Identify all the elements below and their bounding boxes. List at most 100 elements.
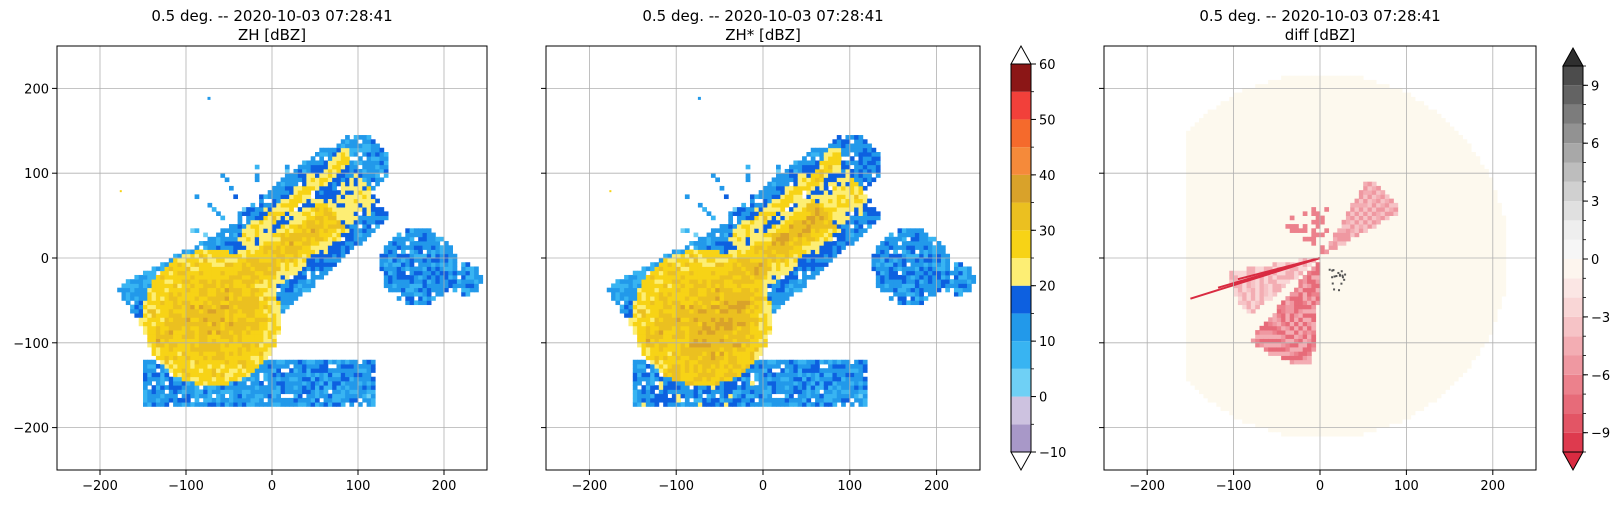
reflectivity-cell (121, 287, 127, 293)
reflectivity-cell (345, 224, 350, 229)
reflectivity-cell (754, 262, 760, 267)
reflectivity-cell (353, 152, 359, 157)
reflectivity-cell (906, 249, 911, 255)
reflectivity-cell (966, 270, 972, 276)
reflectivity-cell (723, 338, 729, 344)
reflectivity-cell (250, 262, 256, 267)
reflectivity-cell (216, 385, 221, 390)
reflectivity-cell (310, 376, 316, 382)
reflectivity-cell (854, 397, 859, 403)
reflectivity-cell (181, 325, 187, 331)
reflectivity-cell (754, 232, 760, 238)
reflectivity-cell (448, 279, 453, 284)
reflectivity-cell (732, 313, 738, 318)
reflectivity-cell (906, 241, 911, 246)
reflectivity-cell (736, 207, 742, 212)
reflectivity-cell (676, 355, 681, 361)
reflectivity-cell (302, 177, 307, 183)
reflectivity-cell (246, 334, 251, 339)
reflectivity-cell (832, 207, 838, 212)
reflectivity-cell (306, 228, 312, 233)
reflectivity-cell (893, 236, 898, 242)
reflectivity-cell (336, 249, 342, 255)
reflectivity-cell (650, 376, 655, 382)
reflectivity-cell (854, 202, 859, 208)
reflectivity-cell (198, 253, 204, 259)
reflectivity-cell (263, 202, 269, 208)
reflectivity-cell (793, 372, 799, 378)
reflectivity-cell (272, 219, 277, 225)
reflectivity-cell (875, 215, 881, 221)
reflectivity-cell (143, 372, 148, 378)
reflectivity-cell (710, 291, 716, 297)
reflectivity-cell (719, 304, 725, 310)
reflectivity-cell (435, 287, 441, 293)
reflectivity-cell (284, 207, 290, 212)
reflectivity-cell (806, 380, 812, 386)
reflectivity-cell (828, 152, 833, 157)
reflectivity-cell (736, 274, 742, 280)
reflectivity-cell (250, 245, 256, 250)
reflectivity-cell (207, 266, 213, 272)
reflectivity-cell (849, 181, 855, 187)
reflectivity-cell (710, 325, 716, 331)
reflectivity-cell (780, 402, 786, 407)
reflectivity-cell (736, 372, 742, 378)
reflectivity-cell (370, 359, 376, 365)
reflectivity-cell (461, 270, 466, 276)
reflectivity-cell (439, 245, 445, 250)
reflectivity-cell (728, 300, 734, 306)
reflectivity-cell (689, 364, 694, 369)
reflectivity-cell (147, 274, 152, 280)
reflectivity-cell (914, 291, 920, 297)
reflectivity-cell (418, 258, 423, 263)
reflectivity-cell (836, 376, 842, 382)
reflectivity-cell (784, 202, 790, 208)
reflectivity-cell (366, 152, 372, 157)
reflectivity-cell (276, 385, 281, 390)
reflectivity-cell (207, 287, 213, 293)
reflectivity-cell (858, 194, 864, 200)
reflectivity-cell (323, 359, 329, 365)
reflectivity-cell (845, 219, 851, 225)
reflectivity-cell (658, 351, 664, 356)
reflectivity-cell (710, 245, 716, 250)
reflectivity-cell (474, 287, 479, 293)
reflectivity-cell (224, 364, 230, 369)
reflectivity-cell (310, 215, 316, 221)
reflectivity-cell (284, 177, 290, 183)
reflectivity-cell (810, 194, 816, 200)
reflectivity-cell (375, 173, 380, 178)
reflectivity-cell (349, 147, 355, 153)
reflectivity-cell (771, 245, 777, 250)
reflectivity-cell (880, 258, 885, 263)
reflectivity-cell (745, 236, 751, 242)
reflectivity-cell (216, 389, 221, 395)
reflectivity-cell (272, 211, 277, 216)
reflectivity-cell (862, 393, 868, 399)
reflectivity-cell (319, 228, 324, 233)
reflectivity-cell (297, 372, 303, 378)
reflectivity-cell (186, 389, 191, 395)
reflectivity-cell (216, 296, 221, 301)
reflectivity-cell (741, 300, 747, 306)
reflectivity-cell (276, 325, 281, 331)
reflectivity-cell (302, 368, 307, 373)
reflectivity-cell (728, 219, 734, 225)
reflectivity-cell (936, 279, 942, 284)
reflectivity-cell (780, 232, 786, 238)
reflectivity-cell (906, 291, 911, 297)
reflectivity-cell (439, 291, 445, 297)
reflectivity-cell (658, 266, 664, 272)
reflectivity-cell (181, 283, 187, 289)
reflectivity-cell (181, 258, 187, 263)
reflectivity-cell (849, 202, 855, 208)
reflectivity-cell (953, 274, 959, 280)
reflectivity-cell (784, 253, 790, 259)
reflectivity-cell (216, 351, 221, 356)
y-tick-label: −200 (13, 422, 49, 437)
reflectivity-cell (763, 368, 768, 373)
reflectivity-cell (246, 342, 251, 348)
reflectivity-cell (370, 207, 376, 212)
reflectivity-cell (302, 164, 307, 170)
